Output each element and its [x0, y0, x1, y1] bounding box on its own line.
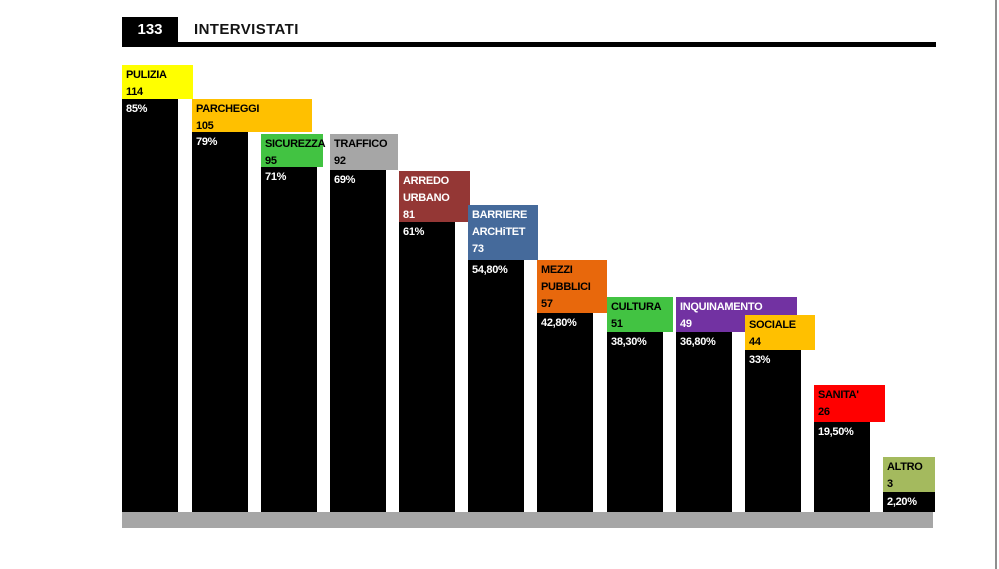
bar-category: URBANO [403, 192, 450, 204]
bar-category: ARREDO [403, 175, 449, 187]
bar-percent: 54,80% [472, 264, 508, 276]
bar-percent: 19,50% [818, 426, 854, 438]
bar-category: PARCHEGGI [196, 103, 260, 115]
bar-category: SOCIALE [749, 319, 796, 331]
bar-column: 54,80% [468, 260, 524, 512]
page-title: INTERVISTATI [194, 21, 299, 38]
bar-label: SANITA' 26 [814, 385, 885, 422]
header-divider [122, 42, 936, 47]
bar-count: 105 [196, 120, 214, 132]
bar-category: SANITA' [818, 389, 859, 401]
bar-label: ARREDO URBANO 81 [399, 171, 470, 222]
bar-column: 71% [261, 167, 317, 512]
bar-count: 81 [403, 209, 415, 221]
bar-column: 61% [399, 222, 455, 512]
bar-percent: 33% [749, 354, 771, 366]
bar-category: CULTURA [611, 301, 662, 313]
bar-percent: 42,80% [541, 317, 577, 329]
bar-count: 57 [541, 298, 553, 310]
bar-category: ARCHiTET [472, 226, 526, 238]
bar-percent: 85% [126, 103, 148, 115]
bar-category: PULIZIA [126, 69, 167, 81]
x-axis-baseline [122, 512, 933, 528]
bar-category: INQUINAMENTO [680, 301, 763, 313]
bar-label: MEZZI PUBBLICI 57 [537, 260, 607, 313]
bar-count: 3 [887, 478, 893, 490]
bar-category: SICUREZZA [265, 138, 326, 150]
bar-percent: 79% [196, 136, 218, 148]
bar-column: 33% [745, 350, 801, 512]
bar-category: ALTRO [887, 461, 923, 473]
bar-label: ALTRO 3 [883, 457, 935, 492]
bar-count: 51 [611, 318, 623, 330]
bar-column: 19,50% [814, 422, 870, 512]
bar-count: 44 [749, 336, 761, 348]
bar-label: SICUREZZA 95 [261, 134, 326, 167]
bar-column: 2,20% [883, 492, 935, 512]
bar-column: 79% [192, 132, 248, 512]
bar-count: 95 [265, 155, 277, 167]
page-border-right [995, 0, 997, 569]
bar-count: 73 [472, 243, 484, 255]
bar-category: PUBBLICI [541, 281, 591, 293]
total-respondents-box: 133 [122, 17, 178, 42]
bar-column: 85% [122, 99, 178, 512]
bar-category: MEZZI [541, 264, 573, 276]
bar-count: 49 [680, 318, 692, 330]
bar-column: 69% [330, 170, 386, 512]
bar-percent: 38,30% [611, 336, 647, 348]
bar-label: CULTURA 51 [607, 297, 673, 332]
bar-percent: 36,80% [680, 336, 716, 348]
bar-label: BARRIERE ARCHiTET 73 [468, 205, 538, 260]
bar-label: PULIZIA 114 [122, 65, 193, 99]
bar-category: BARRIERE [472, 209, 528, 221]
bar-column: 42,80% [537, 313, 593, 512]
bar-count: 26 [818, 406, 830, 418]
bar-percent: 69% [334, 174, 356, 186]
bar-column: 38,30% [607, 332, 663, 512]
bar-label: TRAFFICO 92 [330, 134, 398, 170]
bar-label: SOCIALE 44 [745, 315, 815, 350]
bar-count: 92 [334, 155, 346, 167]
bar-percent: 61% [403, 226, 425, 238]
bar-count: 114 [126, 86, 143, 98]
bar-percent: 71% [265, 171, 287, 183]
bar-category: TRAFFICO [334, 138, 388, 150]
bar-percent: 2,20% [887, 496, 917, 508]
bar-column: 36,80% [676, 332, 732, 512]
total-respondents-value: 133 [137, 21, 163, 38]
bar-label: PARCHEGGI 105 [192, 99, 312, 132]
